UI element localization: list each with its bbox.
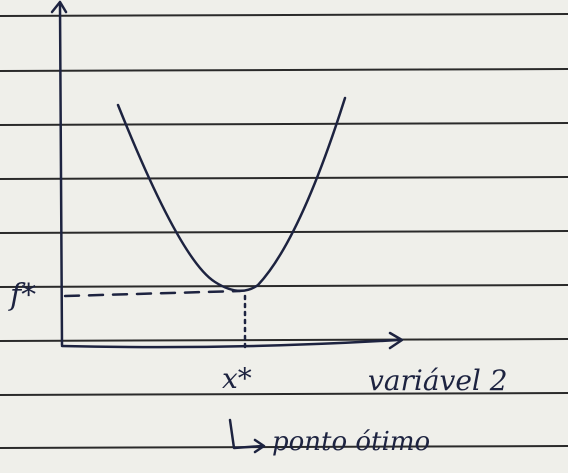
x-value-label: x*: [222, 362, 252, 395]
y-value-label: f*: [8, 278, 36, 313]
sketch: f* x* variável 2 ponto ótimo: [0, 0, 568, 473]
x-axis-label: variável 2: [368, 364, 508, 397]
note: ponto ótimo: [272, 427, 430, 457]
